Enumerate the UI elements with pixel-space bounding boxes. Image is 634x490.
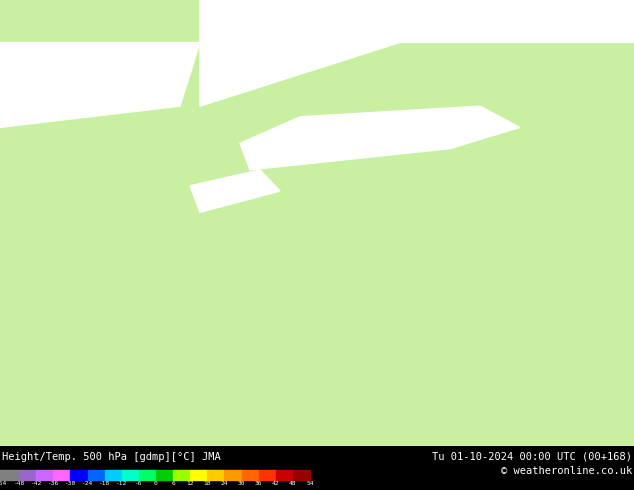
Text: 6: 6 xyxy=(171,481,175,486)
Text: 12: 12 xyxy=(186,481,194,486)
Bar xyxy=(242,470,259,480)
Text: 18: 18 xyxy=(204,481,211,486)
Bar xyxy=(293,470,310,480)
Bar xyxy=(87,470,105,480)
Bar xyxy=(36,470,53,480)
Text: 0: 0 xyxy=(154,481,158,486)
Bar xyxy=(2,470,19,480)
Text: Tu 01-10-2024 00:00 UTC (00+168): Tu 01-10-2024 00:00 UTC (00+168) xyxy=(432,452,632,462)
Polygon shape xyxy=(190,170,280,212)
Text: Height/Temp. 500 hPa [gdmp][°C] JMA: Height/Temp. 500 hPa [gdmp][°C] JMA xyxy=(2,452,221,462)
Text: -36: -36 xyxy=(48,481,59,486)
Text: 54: 54 xyxy=(306,481,314,486)
Bar xyxy=(105,470,122,480)
Bar xyxy=(156,470,173,480)
Text: -54: -54 xyxy=(0,481,8,486)
Bar xyxy=(139,470,156,480)
Text: 36: 36 xyxy=(255,481,262,486)
Bar xyxy=(70,470,87,480)
Text: 30: 30 xyxy=(238,481,245,486)
Bar xyxy=(276,470,293,480)
Bar xyxy=(224,470,242,480)
Text: -42: -42 xyxy=(30,481,42,486)
Text: -30: -30 xyxy=(65,481,76,486)
Text: -48: -48 xyxy=(13,481,25,486)
Bar xyxy=(53,470,70,480)
Bar xyxy=(122,470,139,480)
Text: -24: -24 xyxy=(82,481,93,486)
Polygon shape xyxy=(200,0,634,106)
Text: -18: -18 xyxy=(99,481,110,486)
Text: 48: 48 xyxy=(289,481,297,486)
Polygon shape xyxy=(0,43,200,127)
Bar xyxy=(190,470,207,480)
Bar xyxy=(0,470,2,480)
Polygon shape xyxy=(240,106,520,170)
Text: 42: 42 xyxy=(272,481,280,486)
Text: -12: -12 xyxy=(116,481,127,486)
Text: 24: 24 xyxy=(221,481,228,486)
Text: -6: -6 xyxy=(135,481,143,486)
Bar xyxy=(259,470,276,480)
Bar xyxy=(173,470,190,480)
Bar xyxy=(207,470,224,480)
Bar xyxy=(19,470,36,480)
Text: © weatheronline.co.uk: © weatheronline.co.uk xyxy=(501,466,632,476)
